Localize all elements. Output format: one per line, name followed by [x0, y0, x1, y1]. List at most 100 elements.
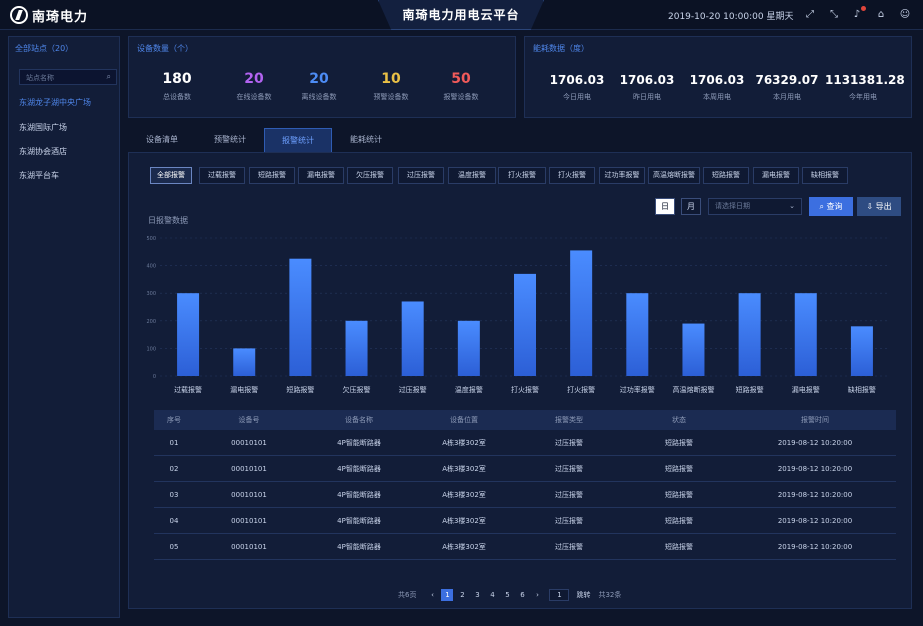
- page-number-button[interactable]: 3: [475, 591, 480, 599]
- month-toggle-button[interactable]: 月: [681, 198, 701, 215]
- chart-x-tick-label: 过载报警: [174, 385, 202, 394]
- page-number-button[interactable]: 6: [520, 591, 525, 599]
- chart-ylabel: 日报警数据: [148, 216, 188, 225]
- chart-y-tick-label: 0: [153, 374, 156, 380]
- table-row[interactable]: 03 00010101 4P智能断路器 A栋3楼302室 过压报警 短路报警 2019-08…: [154, 482, 896, 508]
- query-button-label: 查询: [826, 202, 843, 211]
- table-cell: 2019-08-12 10:20:00: [777, 490, 853, 499]
- date-select[interactable]: 请选择日期 ⌄: [708, 198, 802, 215]
- filter-button[interactable]: 短路报警: [249, 167, 295, 184]
- table-cell: 短路报警: [665, 464, 693, 473]
- filter-button[interactable]: 过载报警: [199, 167, 245, 184]
- device-stats-panel: 设备数量（个） 180 总设备数 20 在线设备数 20 离线设备数 10 预警设备数 50 报警…: [128, 36, 516, 118]
- goto-page-input[interactable]: 1: [549, 589, 570, 601]
- notification-dot: [861, 6, 866, 11]
- filter-button[interactable]: 过压报警: [398, 167, 444, 184]
- bell-icon[interactable]: ♪: [851, 6, 866, 21]
- home-icon[interactable]: ⌂: [877, 9, 885, 20]
- table-cell: 短路报警: [665, 542, 693, 551]
- energy-stat-label: 今日用电: [563, 93, 591, 101]
- site-item[interactable]: 东湖协会酒店: [19, 147, 67, 156]
- site-search-input[interactable]: 站点名称 ⌕: [19, 69, 117, 85]
- filter-button[interactable]: 温度报警: [448, 167, 496, 184]
- tab-energy-stats[interactable]: 能耗统计: [350, 135, 382, 144]
- filter-button[interactable]: 短路报警: [703, 167, 749, 184]
- filter-button[interactable]: 高温熔断报警: [648, 167, 700, 184]
- table-row[interactable]: 02 00010101 4P智能断路器 A栋3楼302室 过压报警 短路报警 2019-08…: [154, 456, 896, 482]
- energy-stats-panel: 能耗数据（度） 1706.03 今日用电 1706.03 昨日用电 1706.03 本周用…: [524, 36, 912, 118]
- site-search-placeholder: 站点名称: [26, 74, 54, 82]
- table-row[interactable]: 05 00010101 4P智能断路器 A栋3楼302室 过压报警 短路报警 2019-08…: [154, 534, 896, 560]
- tab-warning-stats[interactable]: 预警统计: [214, 135, 246, 144]
- energy-stat-value: 1131381.28: [825, 73, 905, 87]
- site-item[interactable]: 东湖龙子湖中央广场: [19, 98, 91, 107]
- chart-bar: [626, 293, 649, 376]
- chart-x-tick-label: 过功率报警: [620, 385, 655, 394]
- chart-bar: [401, 301, 424, 376]
- table-cell: A栋3楼302室: [442, 438, 486, 447]
- export-button[interactable]: ⇩ 导出: [857, 197, 901, 216]
- filter-button[interactable]: 漏电报警: [298, 167, 344, 184]
- tab-alarm-stats[interactable]: 报警统计: [264, 128, 332, 152]
- tab-device-list[interactable]: 设备清单: [146, 135, 178, 144]
- chart-x-tick-label: 短路报警: [286, 385, 314, 394]
- table-row[interactable]: 01 00010101 4P智能断路器 A栋3楼302室 过压报警 短路报警 2019-08…: [154, 430, 896, 456]
- filter-button[interactable]: 缺相报警: [802, 167, 848, 184]
- table-header-cell: 报警类型: [555, 416, 583, 424]
- chart-bar: [457, 320, 480, 376]
- query-button[interactable]: ⌕ 查询: [809, 197, 853, 216]
- chevron-down-icon: ⌄: [789, 202, 795, 210]
- energy-stat-label: 昨日用电: [633, 93, 661, 101]
- filter-button[interactable]: 打火报警: [498, 167, 546, 184]
- table-cell: 短路报警: [665, 438, 693, 447]
- table-cell: 2019-08-12 10:20:00: [777, 542, 853, 551]
- filter-button[interactable]: 过功率报警: [599, 167, 645, 184]
- table-cell: 4P智能断路器: [337, 516, 381, 525]
- table-cell: 过压报警: [555, 464, 583, 473]
- page-number-button[interactable]: 2: [460, 591, 465, 599]
- table-cell: 00010101: [231, 438, 267, 447]
- table-cell: 过压报警: [555, 516, 583, 525]
- table-cell: A栋3楼302室: [442, 516, 486, 525]
- chart-y-tick-label: 300: [146, 291, 156, 297]
- energy-stat-value: 1706.03: [689, 73, 745, 87]
- next-page-button[interactable]: ›: [536, 591, 539, 599]
- device-stat-value: 10: [381, 71, 401, 87]
- energy-stat-label: 本月用电: [773, 93, 801, 101]
- site-item[interactable]: 东湖平台车: [19, 171, 59, 180]
- filter-button[interactable]: 欠压报警: [347, 167, 393, 184]
- chart-bar: [177, 293, 200, 376]
- page-number-button[interactable]: 5: [505, 591, 510, 599]
- chart-bar: [850, 326, 873, 376]
- page-number-button[interactable]: 1: [441, 589, 454, 601]
- table-body: 01 00010101 4P智能断路器 A栋3楼302室 过压报警 短路报警 2019-08…: [154, 430, 896, 560]
- filter-button[interactable]: 全部报警: [150, 167, 192, 184]
- site-list-panel: 全部站点（20） 站点名称 ⌕ 东湖龙子湖中央广场 东湖国际广场 东湖协会酒店 …: [8, 36, 120, 618]
- chart-y-tick-label: 200: [146, 319, 156, 325]
- goto-label[interactable]: 跳转: [576, 591, 591, 599]
- title-bar: 南琦电力用电云平台: [378, 0, 544, 30]
- chart-bar: [570, 250, 593, 376]
- page-number-button[interactable]: 4: [490, 591, 495, 599]
- site-item[interactable]: 东湖国际广场: [19, 123, 67, 132]
- table-header-cell: 设备名称: [345, 416, 373, 424]
- table-row[interactable]: 04 00010101 4P智能断路器 A栋3楼302室 过压报警 短路报警 2019-08…: [154, 508, 896, 534]
- page-title: 南琦电力用电云平台: [402, 8, 520, 22]
- device-stat-label: 在线设备数: [236, 93, 272, 101]
- chart-bar: [682, 323, 705, 376]
- search-icon[interactable]: ⌕: [106, 72, 111, 81]
- table-cell: 2019-08-12 10:20:00: [777, 516, 853, 525]
- user-icon[interactable]: ☺: [899, 9, 911, 20]
- shrink-icon[interactable]: ⤡: [830, 9, 838, 20]
- prev-page-button[interactable]: ‹: [431, 591, 434, 599]
- chart-x-tick-label: 短路报警: [736, 385, 764, 394]
- logo-mark-icon: [10, 6, 28, 24]
- filter-button[interactable]: 打火报警: [549, 167, 595, 184]
- fullscreen-icon[interactable]: ⤢: [806, 9, 814, 20]
- total-count-text: 共32条: [598, 591, 622, 599]
- table-cell: 05: [169, 542, 179, 551]
- table-cell: 短路报警: [665, 490, 693, 499]
- table-cell: A栋3楼302室: [442, 464, 486, 473]
- day-toggle-button[interactable]: 日: [655, 198, 675, 215]
- filter-button[interactable]: 漏电报警: [753, 167, 799, 184]
